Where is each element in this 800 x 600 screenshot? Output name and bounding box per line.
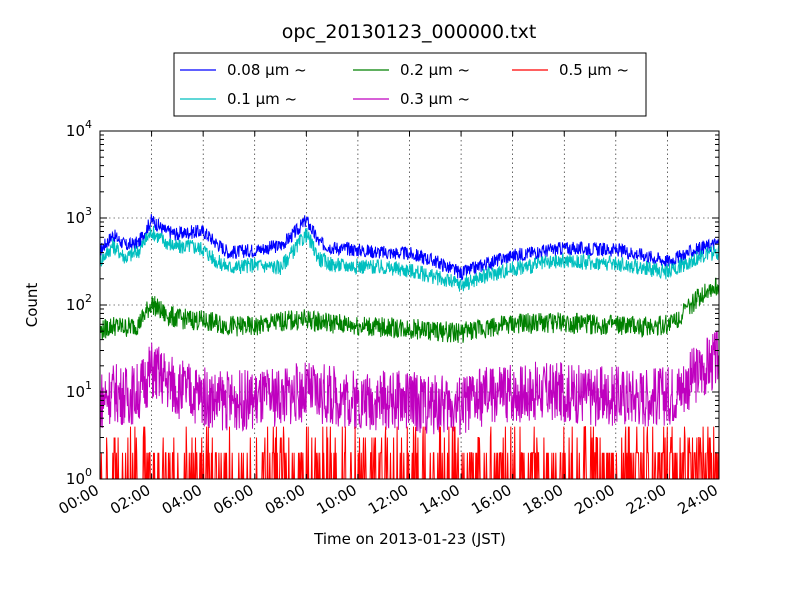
legend-box bbox=[173, 52, 647, 117]
x-tick-label: 10:00 bbox=[313, 481, 359, 518]
x-tick-label: 02:00 bbox=[107, 481, 153, 518]
y-tick-label: 104 bbox=[66, 118, 92, 140]
legend-label: 0.08 μm ~ bbox=[227, 61, 307, 79]
series-line-4 bbox=[100, 426, 720, 480]
series-line-3 bbox=[99, 330, 720, 436]
legend: 0.08 μm ~ 0.1 μm ~ 0.2 μm ~ 0.3 μm ~ 0.5 μm … bbox=[173, 52, 647, 117]
plot-lines bbox=[99, 214, 720, 480]
x-tick-label: 24:00 bbox=[675, 481, 721, 518]
x-tick-label: 18:00 bbox=[520, 481, 566, 518]
y-tick-label: 103 bbox=[66, 205, 92, 227]
x-tick-label: 06:00 bbox=[210, 481, 256, 518]
x-tick-label: 16:00 bbox=[468, 481, 514, 518]
x-tick-label: 22:00 bbox=[623, 481, 669, 518]
legend-label: 0.5 μm ~ bbox=[559, 61, 629, 79]
x-tick-label: 20:00 bbox=[571, 481, 617, 518]
x-axis-label: Time on 2013-01-23 (JST) bbox=[313, 530, 506, 548]
x-tick-label: 14:00 bbox=[417, 481, 463, 518]
series-line-2 bbox=[99, 277, 720, 343]
y-tick-label: 100 bbox=[66, 466, 92, 488]
x-tick-label: 04:00 bbox=[159, 481, 205, 518]
chart-title: opc_20130123_000000.txt bbox=[282, 21, 537, 43]
x-tick-label: 12:00 bbox=[365, 481, 411, 518]
series-line-0 bbox=[99, 214, 720, 281]
legend-label: 0.1 μm ~ bbox=[227, 90, 297, 108]
series-line-1 bbox=[99, 225, 720, 292]
legend-label: 0.2 μm ~ bbox=[400, 61, 470, 79]
y-tick-label: 101 bbox=[66, 379, 92, 401]
legend-label: 0.3 μm ~ bbox=[400, 90, 470, 108]
y-axis-label: Count bbox=[23, 283, 41, 328]
x-tick-label: 08:00 bbox=[262, 481, 308, 518]
y-tick-label: 102 bbox=[66, 292, 92, 314]
